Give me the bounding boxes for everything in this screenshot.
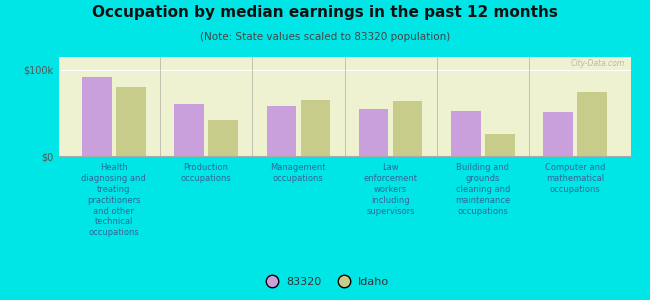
Bar <box>266 106 296 156</box>
Bar <box>577 92 607 156</box>
Bar <box>393 101 422 156</box>
Text: Law
enforcement
workers
including
supervisors: Law enforcement workers including superv… <box>363 164 418 215</box>
Bar <box>174 104 204 156</box>
Bar <box>359 109 388 156</box>
Bar <box>209 120 238 156</box>
Bar <box>543 112 573 156</box>
Text: Occupation by median earnings in the past 12 months: Occupation by median earnings in the pas… <box>92 4 558 20</box>
Text: Production
occupations: Production occupations <box>181 164 231 183</box>
Text: Health
diagnosing and
treating
practitioners
and other
technical
occupations: Health diagnosing and treating practitio… <box>81 164 146 237</box>
Bar <box>485 134 515 156</box>
Text: Building and
grounds
cleaning and
maintenance
occupations: Building and grounds cleaning and mainte… <box>455 164 510 215</box>
Text: Computer and
mathematical
occupations: Computer and mathematical occupations <box>545 164 605 194</box>
Legend: 83320, Idaho: 83320, Idaho <box>256 273 394 291</box>
Text: (Note: State values scaled to 83320 population): (Note: State values scaled to 83320 popu… <box>200 32 450 41</box>
Bar <box>301 100 330 156</box>
Bar <box>116 87 146 156</box>
Bar <box>82 77 112 156</box>
Text: City-Data.com: City-Data.com <box>571 59 625 68</box>
Text: Management
occupations: Management occupations <box>270 164 326 183</box>
Bar <box>451 111 480 156</box>
